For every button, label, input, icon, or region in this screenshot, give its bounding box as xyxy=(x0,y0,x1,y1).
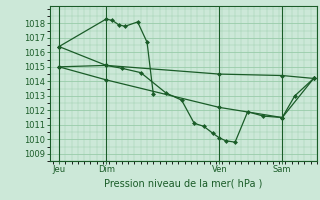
X-axis label: Pression niveau de la mer( hPa ): Pression niveau de la mer( hPa ) xyxy=(104,178,262,188)
